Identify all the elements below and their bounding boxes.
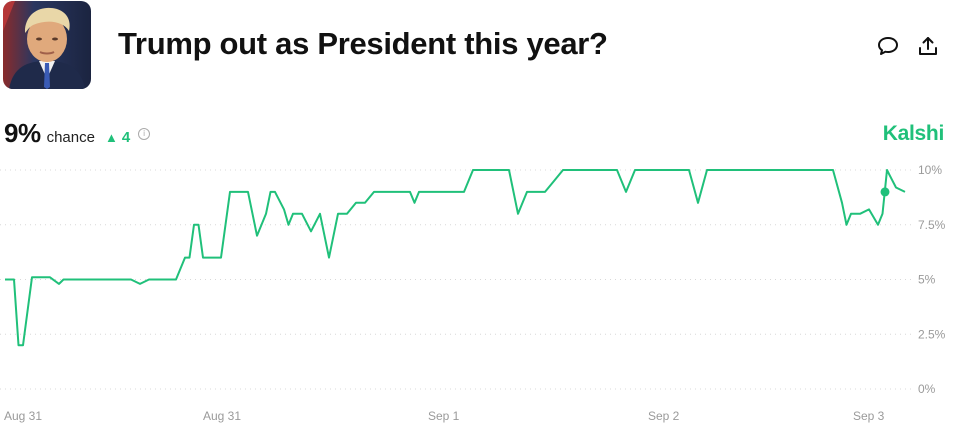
change-indicator: ▲ 4 [105, 129, 130, 146]
portrait-photo-icon [3, 1, 91, 89]
change-value: 4 [121, 129, 131, 146]
brand-logo: Kalshi [882, 122, 945, 145]
x-tick-label: Sep 1 [428, 409, 460, 423]
market-title: Trump out as President this year? [118, 26, 608, 61]
series-line [5, 169, 906, 347]
current-value-point [880, 187, 890, 197]
y-tick-label: 7.5% [918, 218, 946, 232]
y-tick-label: 5% [918, 273, 936, 287]
chance-label: chance [46, 129, 95, 146]
y-tick-label: 0% [918, 382, 936, 396]
market-avatar [3, 1, 91, 89]
x-tick-label: Aug 31 [4, 409, 42, 423]
up-triangle-icon: ▲ [104, 130, 118, 145]
y-tick-label: 2.5% [918, 327, 946, 341]
x-tick-label: Sep 3 [853, 409, 885, 423]
probability-summary: 9% chance ▲ 4 i [4, 118, 151, 150]
price-chart: 0% 2.5% 5% 7.5% 10% Aug 31 Aug 31 Sep 1 Sep 2 Sep… [0, 163, 946, 423]
share-button[interactable] [915, 33, 941, 59]
y-tick-label: 10% [918, 163, 942, 177]
probability-value: 9% [4, 118, 41, 148]
x-tick-label: Aug 31 [203, 409, 241, 423]
info-icon[interactable]: i [138, 128, 151, 140]
upload-share-icon [919, 37, 937, 55]
speech-bubble-icon [878, 37, 898, 55]
comment-button[interactable] [875, 33, 901, 59]
x-tick-label: Sep 2 [648, 409, 680, 423]
